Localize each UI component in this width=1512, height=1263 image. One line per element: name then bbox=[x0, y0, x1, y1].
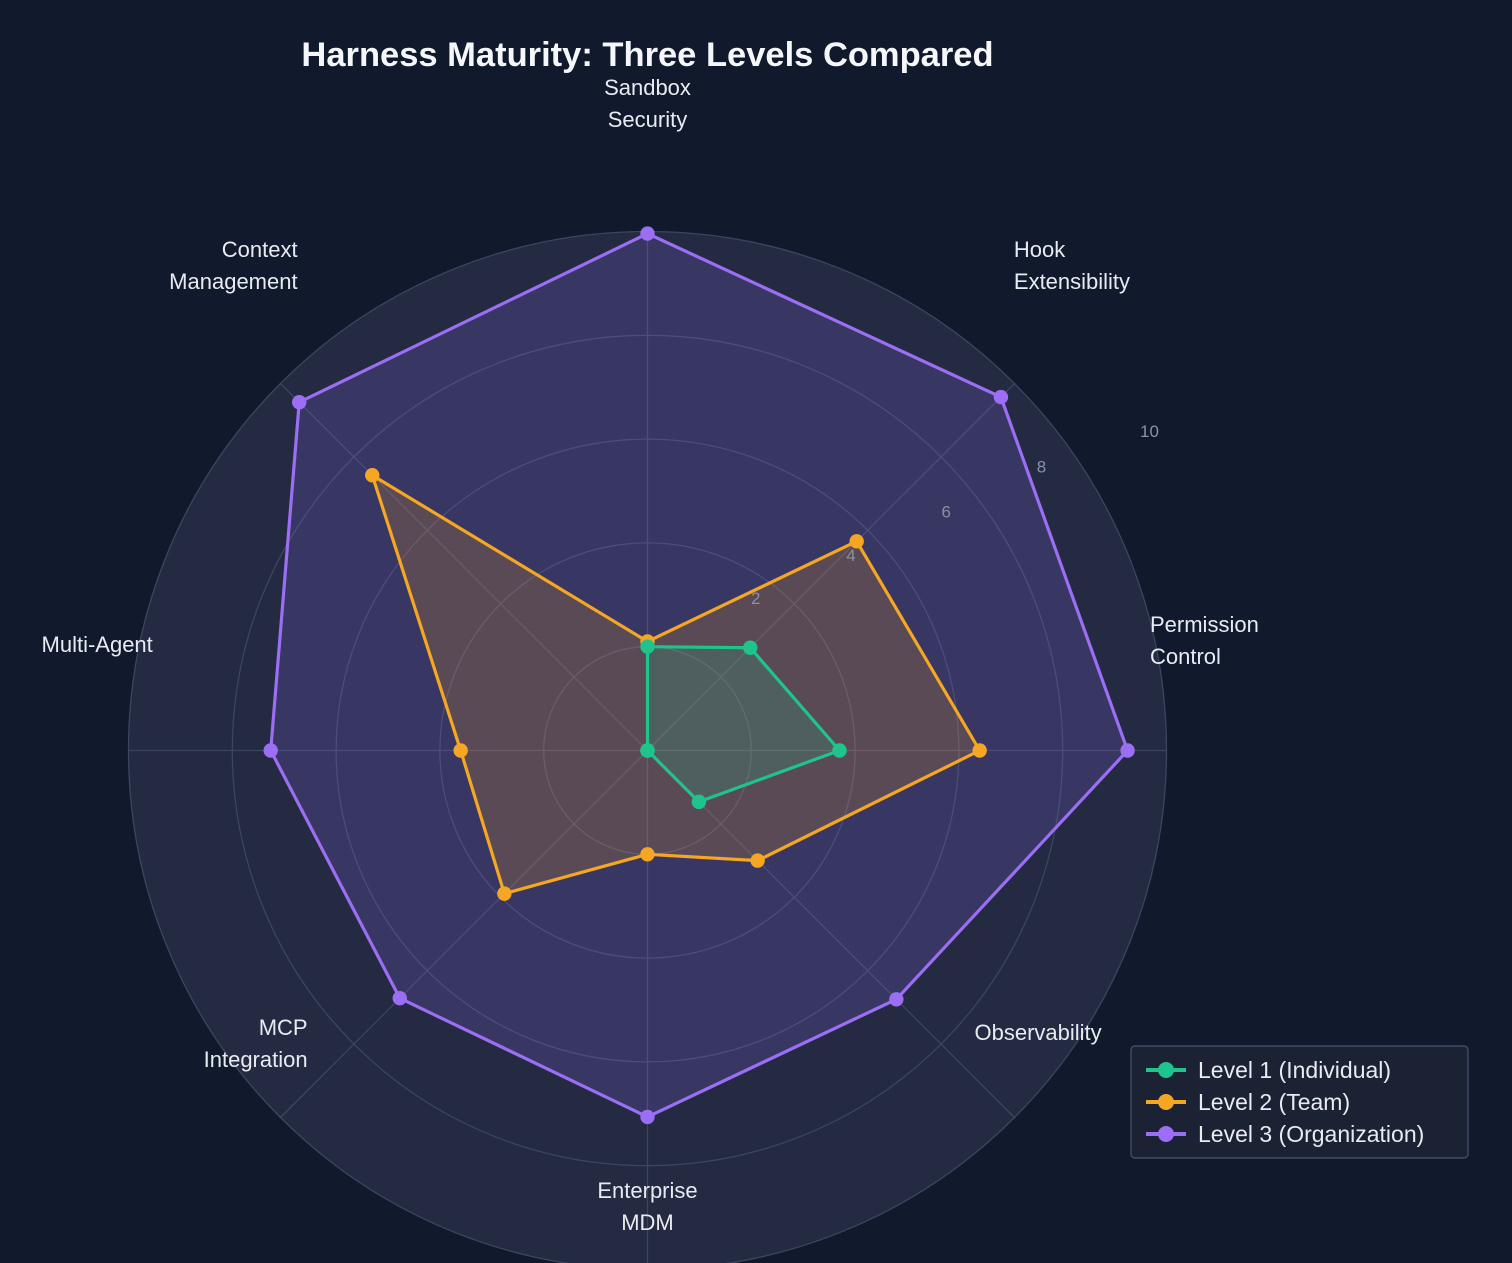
svg-text:Enterprise: Enterprise bbox=[597, 1178, 697, 1203]
svg-text:6: 6 bbox=[942, 503, 951, 522]
svg-text:Control: Control bbox=[1150, 644, 1221, 669]
svg-text:2: 2 bbox=[751, 589, 760, 608]
svg-text:Hook: Hook bbox=[1014, 237, 1066, 262]
svg-text:Integration: Integration bbox=[204, 1047, 308, 1072]
svg-text:8: 8 bbox=[1037, 458, 1046, 477]
svg-text:Extensibility: Extensibility bbox=[1014, 269, 1130, 294]
svg-text:10: 10 bbox=[1140, 422, 1159, 441]
svg-text:Security: Security bbox=[608, 107, 687, 132]
svg-text:Level 1 (Individual): Level 1 (Individual) bbox=[1198, 1057, 1391, 1083]
svg-text:Sandbox: Sandbox bbox=[604, 75, 691, 100]
svg-text:Multi-Agent: Multi-Agent bbox=[42, 632, 153, 657]
svg-text:4: 4 bbox=[846, 546, 855, 565]
svg-text:MCP: MCP bbox=[259, 1015, 308, 1040]
svg-text:Level 3 (Organization): Level 3 (Organization) bbox=[1198, 1121, 1424, 1147]
svg-text:Harness Maturity: Three Levels: Harness Maturity: Three Levels Compared bbox=[301, 36, 993, 74]
svg-text:Context: Context bbox=[222, 237, 298, 262]
svg-text:Permission: Permission bbox=[1150, 612, 1259, 637]
svg-text:MDM: MDM bbox=[621, 1210, 674, 1235]
svg-text:Management: Management bbox=[169, 269, 297, 294]
svg-text:Level 2 (Team): Level 2 (Team) bbox=[1198, 1089, 1350, 1115]
svg-text:Observability: Observability bbox=[975, 1020, 1102, 1045]
